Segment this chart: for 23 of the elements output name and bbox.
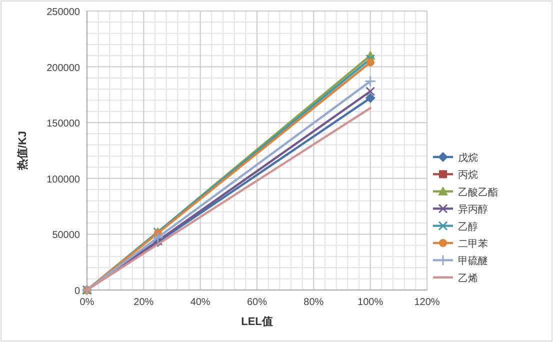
y-tick-label: 100000 [46,174,80,186]
y-axis-title: 热值/KJ [17,130,29,172]
y-tick-label: 250000 [46,7,80,18]
x-tick-label: 80% [304,297,324,308]
x-tick-label: 60% [246,297,268,308]
x-tick-label: 100% [358,297,384,308]
x-tick-label: 120% [414,297,440,308]
y-tick-label: 150000 [46,118,80,130]
legend-label: 乙酸乙酯 [458,186,498,198]
legend-label: 二甲苯 [458,238,488,250]
x-axis-title: LEL值 [241,316,273,328]
y-tick-label: 50000 [52,230,80,242]
legend-label: 戊烷 [458,152,478,164]
legend-label: 丙烷 [458,169,478,182]
legend-label: 异丙醇 [458,204,488,216]
x-tick-label: 0% [80,297,94,308]
legend-label: 甲硫醚 [458,255,488,268]
y-tick-label: 200000 [46,62,80,74]
x-tick-label: 40% [190,297,210,308]
y-tick-label: 0 [74,286,80,297]
x-tick-label: 20% [134,297,154,308]
legend-label: 乙醇 [458,220,478,233]
legend-label: 乙烯 [458,272,478,284]
